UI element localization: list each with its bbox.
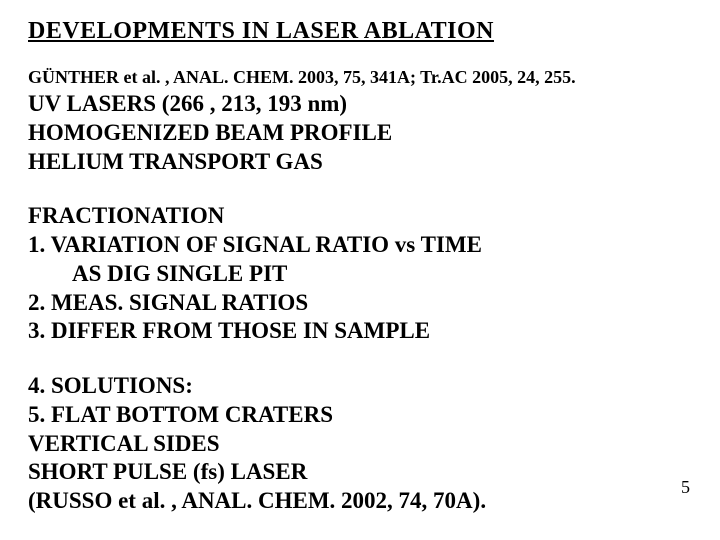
citation-line: GÜNTHER et al. , ANAL. CHEM. 2003, 75, 3… xyxy=(28,67,692,88)
intro-line-1: UV LASERS (266 , 213, 193 nm) xyxy=(28,90,692,119)
sol-line-5: (RUSSO et al. , ANAL. CHEM. 2002, 74, 70… xyxy=(28,487,692,516)
solutions-block: 4. SOLUTIONS: 5. FLAT BOTTOM CRATERS VER… xyxy=(28,372,692,516)
page-number: 5 xyxy=(681,477,690,498)
slide-page: DEVELOPMENTS IN LASER ABLATION GÜNTHER e… xyxy=(0,0,720,540)
intro-line-3: HELIUM TRANSPORT GAS xyxy=(28,148,692,177)
frac-heading: FRACTIONATION xyxy=(28,202,692,231)
frac-item-2: 2. MEAS. SIGNAL RATIOS xyxy=(28,289,692,318)
frac-item-3: 3. DIFFER FROM THOSE IN SAMPLE xyxy=(28,317,692,346)
frac-item-1: 1. VARIATION OF SIGNAL RATIO vs TIME xyxy=(28,231,692,260)
sol-line-3: VERTICAL SIDES xyxy=(28,430,692,459)
sol-line-4: SHORT PULSE (fs) LASER xyxy=(28,458,692,487)
page-title: DEVELOPMENTS IN LASER ABLATION xyxy=(28,18,692,45)
sol-line-2: 5. FLAT BOTTOM CRATERS xyxy=(28,401,692,430)
intro-line-2: HOMOGENIZED BEAM PROFILE xyxy=(28,119,692,148)
fractionation-block: FRACTIONATION 1. VARIATION OF SIGNAL RAT… xyxy=(28,202,692,346)
sol-line-1: 4. SOLUTIONS: xyxy=(28,372,692,401)
frac-item-1b: AS DIG SINGLE PIT xyxy=(28,260,692,289)
